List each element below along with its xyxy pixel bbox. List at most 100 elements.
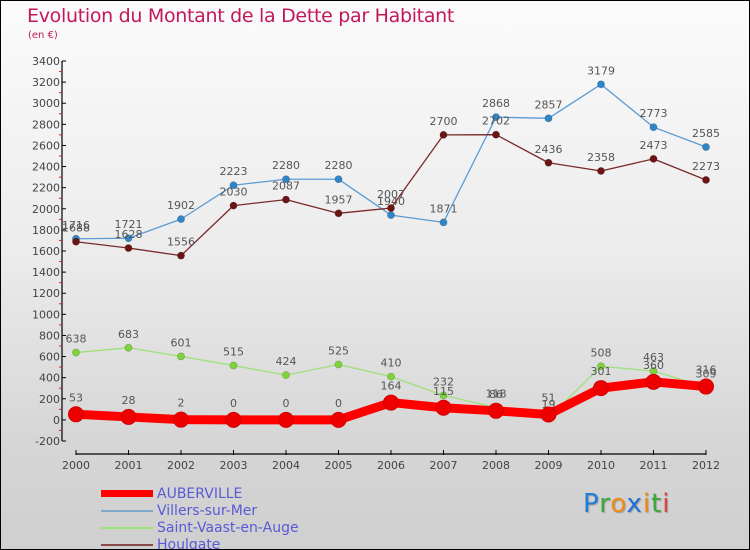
- data-point-villers-sur-mer: [229, 181, 238, 190]
- data-point-auberville: [120, 408, 137, 425]
- data-point-auberville: [698, 378, 714, 395]
- data-label-auberville: 86: [489, 388, 503, 401]
- y-tick-label: 600: [39, 351, 60, 364]
- data-label-villers-sur-mer: 3179: [587, 64, 615, 77]
- x-tick-label: 2011: [640, 459, 668, 472]
- data-label-houlgate: 1688: [62, 222, 90, 235]
- data-label-houlgate: 2358: [587, 151, 615, 164]
- data-point-houlgate: [229, 201, 238, 210]
- y-tick-label: 200: [39, 393, 60, 406]
- data-label-houlgate: 2700: [430, 115, 458, 128]
- y-tick-label: 1800: [32, 224, 60, 237]
- data-label-auberville: 164: [381, 380, 402, 393]
- data-label-villers-sur-mer: 1721: [115, 218, 143, 231]
- data-label-saint-vaast-en-auge: 463: [643, 351, 664, 364]
- legend: AUBERVILLE Villers-sur-Mer Saint-Vaast-e…: [101, 485, 299, 549]
- data-point-auberville: [383, 394, 399, 411]
- data-label-houlgate: 2087: [272, 180, 300, 193]
- data-point-houlgate: [334, 209, 343, 218]
- data-label-saint-vaast-en-auge: 309: [696, 367, 717, 380]
- chart-subtitle: (en €): [28, 30, 58, 41]
- data-point-villers-sur-mer: [334, 175, 343, 184]
- data-label-saint-vaast-en-auge: 638: [66, 333, 87, 346]
- data-label-villers-sur-mer: 1716: [62, 219, 90, 232]
- data-label-saint-vaast-en-auge: 525: [328, 344, 349, 357]
- data-point-villers-sur-mer: [597, 80, 605, 89]
- data-label-houlgate: 2273: [692, 160, 720, 173]
- data-label-auberville: 316: [696, 364, 717, 377]
- logo-letter: i: [642, 489, 652, 519]
- data-point-auberville: [225, 411, 242, 428]
- data-point-saint-vaast-en-auge: [597, 362, 605, 371]
- data-label-saint-vaast-en-auge: 683: [118, 328, 139, 341]
- data-point-villers-sur-mer: [544, 114, 553, 123]
- x-tick-label: 2009: [535, 459, 563, 472]
- data-point-saint-vaast-en-auge: [439, 391, 448, 400]
- y-tick-label: 1000: [32, 308, 60, 321]
- logo-letter: i: [662, 489, 671, 519]
- data-point-houlgate: [72, 237, 80, 246]
- data-label-houlgate: 1957: [325, 193, 353, 206]
- y-tick-label: 1200: [32, 287, 60, 300]
- data-label-houlgate: 2030: [220, 186, 248, 199]
- data-label-villers-sur-mer: 2585: [692, 127, 720, 140]
- x-tick-label: 2002: [167, 459, 195, 472]
- data-point-auberville: [68, 406, 84, 423]
- data-label-villers-sur-mer: 1902: [167, 199, 195, 212]
- data-point-houlgate: [544, 158, 553, 167]
- y-tick-label: 3400: [32, 55, 60, 68]
- data-point-saint-vaast-en-auge: [72, 348, 80, 357]
- data-label-auberville: 51: [542, 392, 556, 405]
- legend-item-saint-vaast-en-auge: Saint-Vaast-en-Auge: [101, 519, 299, 536]
- data-label-auberville: 301: [591, 365, 612, 378]
- data-point-auberville: [645, 373, 662, 390]
- data-label-saint-vaast-en-auge: 424: [276, 355, 297, 368]
- data-label-villers-sur-mer: 2773: [640, 107, 668, 120]
- data-label-villers-sur-mer: 2857: [535, 98, 563, 111]
- data-point-villers-sur-mer: [282, 175, 290, 184]
- legend-swatch: [101, 526, 153, 529]
- y-tick-label: 2400: [32, 161, 60, 174]
- data-point-auberville: [278, 411, 294, 428]
- data-label-houlgate: 1556: [167, 236, 195, 249]
- y-tick-label: 2000: [32, 203, 60, 216]
- legend-item-auberville: AUBERVILLE: [101, 485, 299, 502]
- data-label-villers-sur-mer: 2868: [482, 97, 510, 110]
- x-tick-label: 2008: [482, 459, 510, 472]
- data-point-villers-sur-mer: [177, 215, 185, 224]
- legend-label: AUBERVILLE: [157, 485, 243, 502]
- data-label-auberville: 360: [643, 359, 664, 372]
- data-point-villers-sur-mer: [492, 113, 500, 122]
- x-tick-label: 2001: [115, 459, 143, 472]
- data-point-auberville: [435, 399, 452, 416]
- x-tick-label: 2010: [587, 459, 615, 472]
- data-label-auberville: 115: [433, 385, 454, 398]
- data-point-saint-vaast-en-auge: [229, 361, 238, 370]
- y-tick-label: 2800: [32, 118, 60, 131]
- y-tick-label: 0: [53, 414, 60, 427]
- data-point-houlgate: [702, 176, 710, 184]
- x-tick-label: 2003: [220, 459, 248, 472]
- logo-letter: x: [626, 489, 643, 519]
- x-tick-label: 2007: [430, 459, 458, 472]
- data-point-houlgate: [387, 204, 395, 212]
- x-tick-label: 2006: [377, 459, 405, 472]
- data-label-saint-vaast-en-auge: 515: [223, 346, 244, 359]
- y-tick-label: 800: [39, 329, 60, 342]
- data-label-auberville: 53: [69, 391, 83, 404]
- data-point-houlgate: [649, 154, 658, 163]
- data-label-auberville: 0: [230, 397, 237, 410]
- data-point-houlgate: [439, 130, 448, 139]
- y-tick-label: 1600: [32, 245, 60, 258]
- data-point-auberville: [593, 380, 609, 397]
- data-label-saint-vaast-en-auge: 410: [381, 357, 402, 370]
- legend-label: Saint-Vaast-en-Auge: [157, 519, 299, 536]
- data-point-auberville: [488, 402, 504, 419]
- data-point-auberville: [540, 406, 557, 423]
- data-point-saint-vaast-en-auge: [124, 343, 133, 352]
- legend-label: Villers-sur-Mer: [157, 502, 258, 519]
- data-point-villers-sur-mer: [124, 234, 133, 243]
- data-label-houlgate: 2702: [482, 115, 510, 128]
